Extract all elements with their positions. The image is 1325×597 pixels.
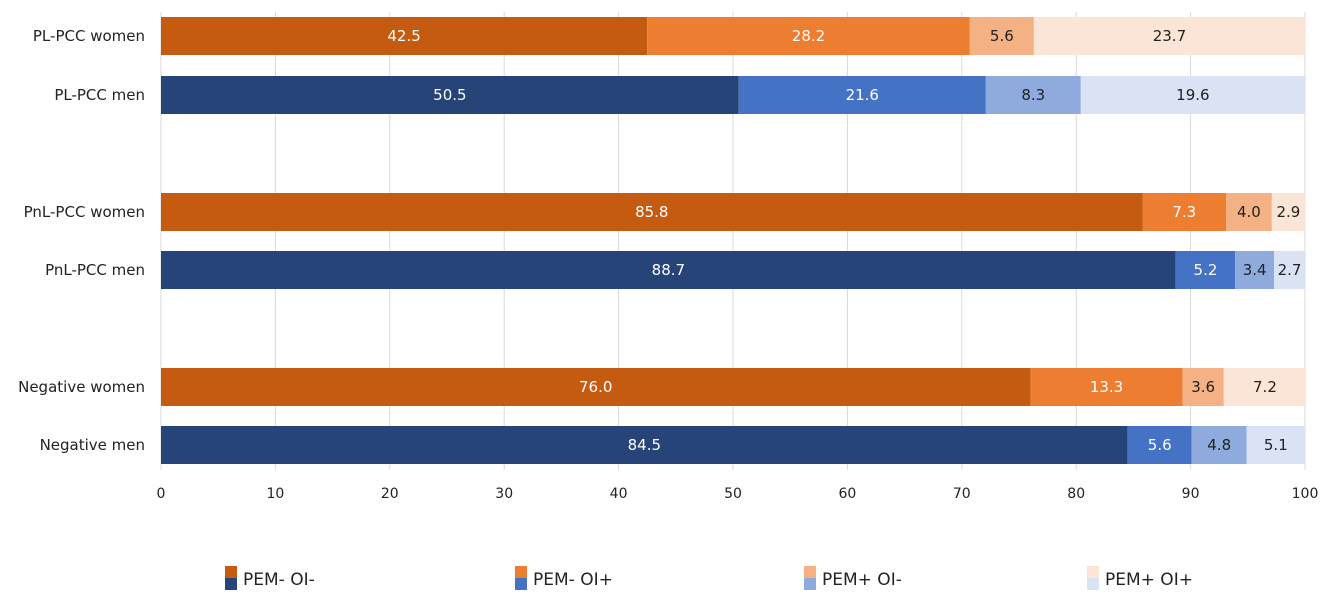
legend-swatch-men xyxy=(804,578,816,590)
category-label: PnL-PCC men xyxy=(45,261,145,279)
legend-label: PEM+ OI+ xyxy=(1105,570,1193,590)
x-tick-label: 80 xyxy=(1067,486,1085,502)
bar-segment xyxy=(1226,193,1272,231)
bar-segment xyxy=(1235,251,1275,289)
bar-segment xyxy=(161,368,1031,406)
legend-swatch-women xyxy=(804,566,816,578)
data-label: 84.5 xyxy=(628,436,661,454)
category-label: Negative men xyxy=(40,436,145,454)
legend-swatch-men xyxy=(225,578,237,590)
data-label: 13.3 xyxy=(1090,378,1123,396)
legend-label: PEM+ OI- xyxy=(822,570,902,590)
bar-row: 84.5 5.6 4.8 5.1 xyxy=(161,426,1305,464)
bar-segment xyxy=(1127,426,1192,464)
x-tick-label: 50 xyxy=(724,486,742,502)
bar-segment xyxy=(1246,426,1305,464)
x-axis-ticks: 0 10 20 30 40 50 60 70 80 90 100 xyxy=(157,486,1319,502)
data-label: 23.7 xyxy=(1153,27,1186,45)
legend-label: PEM- OI+ xyxy=(533,570,613,590)
legend-item: PEM- OI- xyxy=(225,566,315,590)
x-tick-label: 20 xyxy=(381,486,399,502)
bar-segment xyxy=(161,193,1143,231)
bar-segment xyxy=(1142,193,1227,231)
bar-segment xyxy=(969,17,1034,55)
bar-segment xyxy=(1175,251,1236,289)
data-label: 5.1 xyxy=(1264,436,1288,454)
x-tick-label: 70 xyxy=(953,486,971,502)
category-label: Negative women xyxy=(18,378,145,396)
bar-segment xyxy=(161,76,739,114)
bar-segment xyxy=(1080,76,1305,114)
data-label: 7.2 xyxy=(1253,378,1277,396)
data-label: 76.0 xyxy=(579,378,612,396)
bar-segment xyxy=(1030,368,1183,406)
data-label: 50.5 xyxy=(433,86,466,104)
x-tick-label: 40 xyxy=(610,486,628,502)
data-label: 7.3 xyxy=(1172,203,1196,221)
legend-swatch-men xyxy=(515,578,527,590)
x-tick-label: 90 xyxy=(1182,486,1200,502)
data-label: 2.9 xyxy=(1276,203,1300,221)
bar-segment xyxy=(738,76,986,114)
x-tick-label: 60 xyxy=(838,486,856,502)
bar-row: 76.0 13.3 3.6 7.2 xyxy=(161,368,1307,406)
data-label: 5.2 xyxy=(1194,261,1218,279)
data-label: 85.8 xyxy=(635,203,668,221)
legend-item: PEM+ OI+ xyxy=(1087,566,1193,590)
bar-row: 50.5 21.6 8.3 19.6 xyxy=(161,76,1305,114)
data-label: 28.2 xyxy=(792,27,825,45)
bar-segment xyxy=(647,17,970,55)
legend-swatch-women xyxy=(515,566,527,578)
bar-segment xyxy=(1182,368,1224,406)
bar-segment xyxy=(1223,368,1307,406)
bar-row: 88.7 5.2 3.4 2.7 xyxy=(161,251,1305,289)
legend-label: PEM- OI- xyxy=(243,570,315,590)
bar-segment xyxy=(1271,193,1305,231)
data-label: 4.0 xyxy=(1237,203,1261,221)
legend-item: PEM+ OI- xyxy=(804,566,902,590)
x-tick-label: 30 xyxy=(495,486,513,502)
legend: PEM- OI- PEM- OI+ PEM+ OI- PEM+ OI+ xyxy=(225,566,1193,590)
data-label: 21.6 xyxy=(846,86,879,104)
bar-segment xyxy=(161,426,1128,464)
bars: 42.5 28.2 5.6 23.7 50.5 21.6 8.3 19.6 85.8 7.3 4.0… xyxy=(161,17,1307,464)
category-labels: PL-PCC women PL-PCC men PnL-PCC women PnL-P… xyxy=(18,27,145,454)
data-label: 2.7 xyxy=(1278,261,1302,279)
data-label: 5.6 xyxy=(1148,436,1172,454)
data-label: 3.4 xyxy=(1243,261,1267,279)
legend-swatch-men xyxy=(1087,578,1099,590)
data-label: 19.6 xyxy=(1176,86,1209,104)
bar-segment xyxy=(161,251,1176,289)
data-label: 5.6 xyxy=(990,27,1014,45)
x-tick-label: 10 xyxy=(266,486,284,502)
x-tick-label: 0 xyxy=(157,486,166,502)
bar-row: 85.8 7.3 4.0 2.9 xyxy=(161,193,1305,231)
bar-segment xyxy=(161,17,648,55)
x-tick-label: 100 xyxy=(1292,486,1319,502)
bar-segment xyxy=(985,76,1081,114)
category-label: PnL-PCC women xyxy=(24,203,145,221)
bar-row: 42.5 28.2 5.6 23.7 xyxy=(161,17,1305,55)
data-label: 4.8 xyxy=(1207,436,1231,454)
data-label: 88.7 xyxy=(652,261,685,279)
legend-swatch-women xyxy=(225,566,237,578)
data-label: 42.5 xyxy=(387,27,420,45)
legend-item: PEM- OI+ xyxy=(515,566,613,590)
bar-segment xyxy=(1274,251,1305,289)
category-label: PL-PCC women xyxy=(33,27,145,45)
data-label: 3.6 xyxy=(1191,378,1215,396)
legend-swatch-women xyxy=(1087,566,1099,578)
bar-segment xyxy=(1033,17,1305,55)
data-label: 8.3 xyxy=(1021,86,1045,104)
category-label: PL-PCC men xyxy=(54,86,145,104)
bar-segment xyxy=(1191,426,1247,464)
